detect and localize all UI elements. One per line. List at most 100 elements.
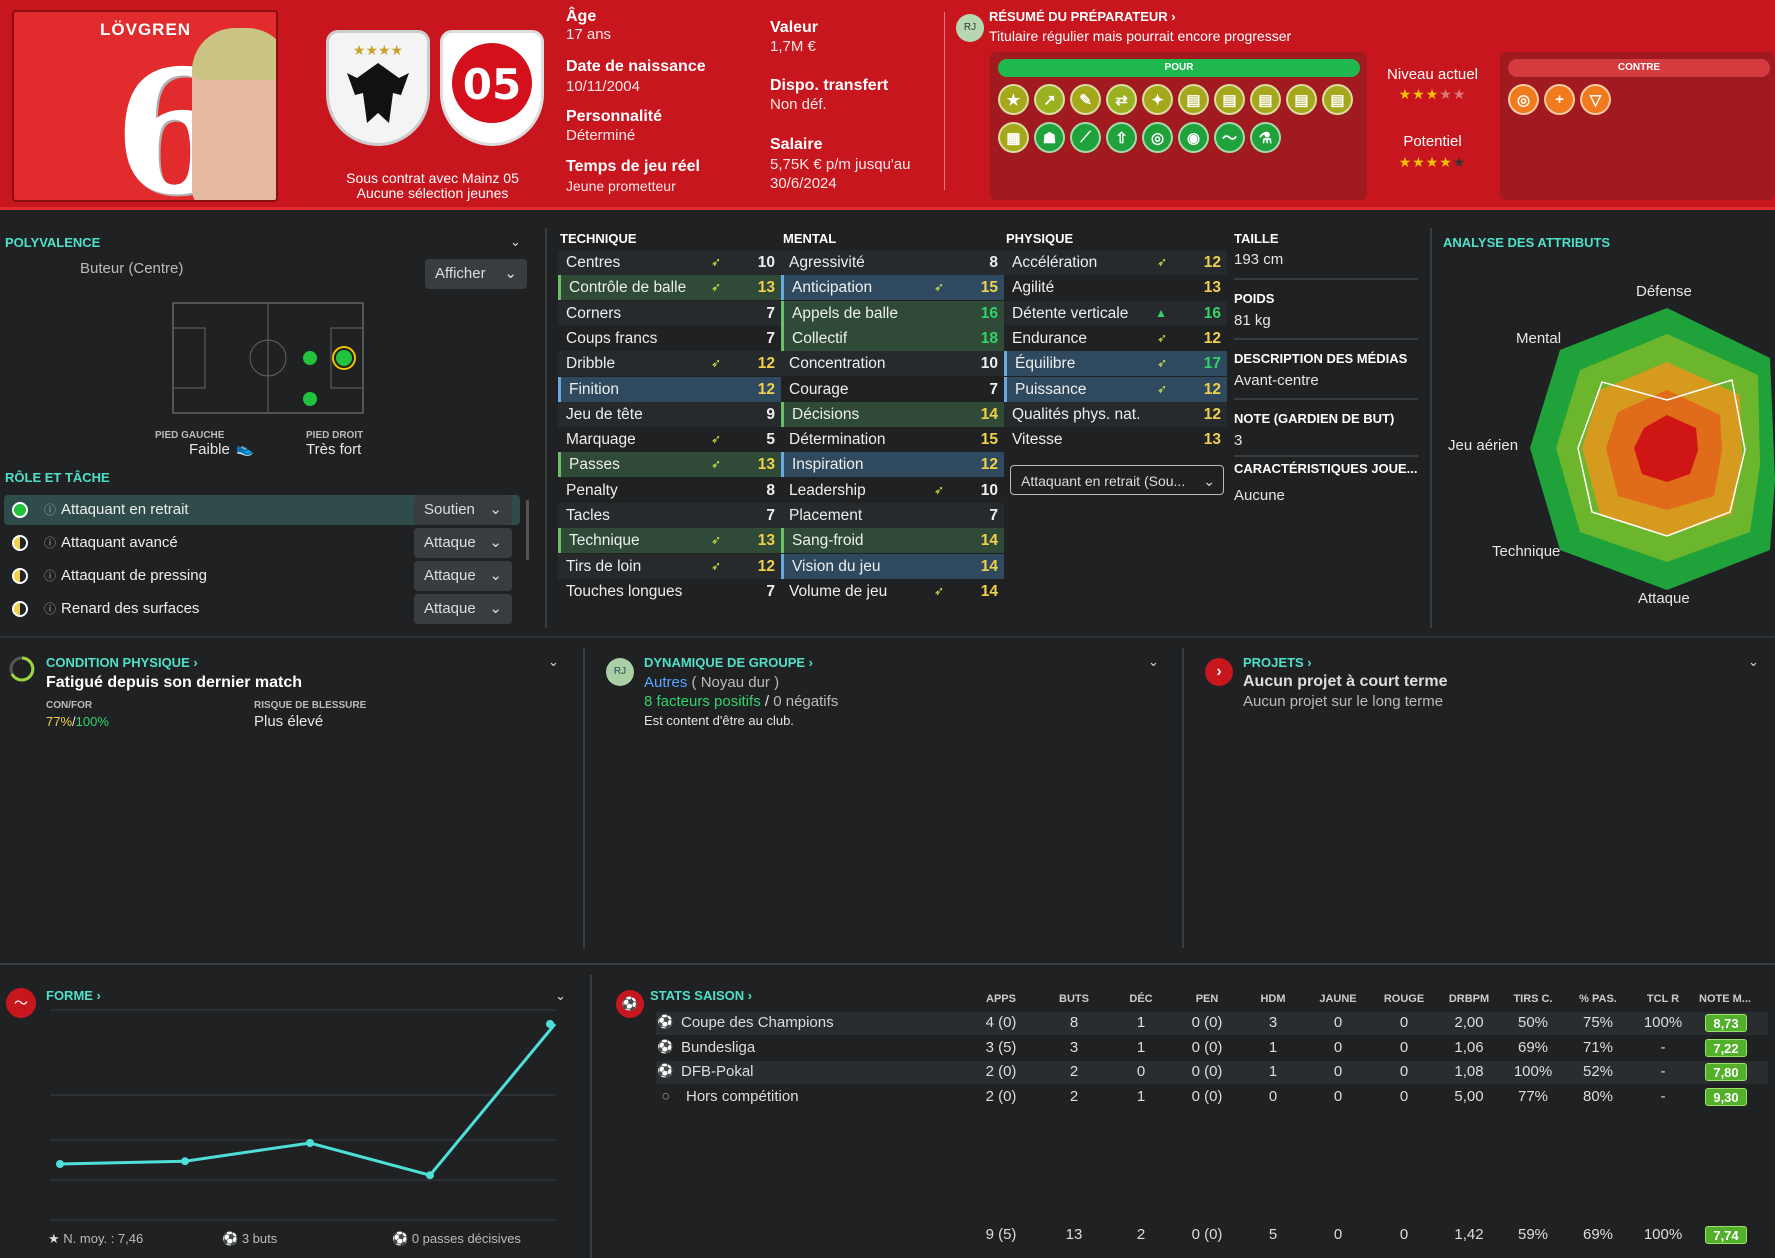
pour-trait-icon[interactable]: ▤: [1250, 84, 1281, 115]
form-point[interactable]: [56, 1160, 64, 1168]
info-icon[interactable]: ⓘ: [44, 602, 57, 616]
form-point[interactable]: [426, 1171, 434, 1180]
attribute-row[interactable]: Vitesse 13: [1004, 427, 1227, 452]
attribute-row[interactable]: Marquage ➶ 5: [558, 427, 781, 452]
attribute-row[interactable]: Touches longues 7: [558, 579, 781, 604]
competition-name[interactable]: DFB-Pokal: [681, 1063, 754, 1080]
polyvalence-chevron-icon[interactable]: ⌄: [510, 234, 521, 249]
attribute-row[interactable]: Dribble ➶ 12: [558, 351, 781, 377]
attribute-row[interactable]: Inspiration 12: [781, 452, 1004, 478]
condition-title[interactable]: CONDITION PHYSIQUE ›: [46, 655, 198, 670]
form-point[interactable]: [181, 1157, 189, 1166]
pour-trait-icon[interactable]: 〜: [1214, 122, 1245, 153]
info-icon[interactable]: ⓘ: [44, 569, 57, 583]
stats-column-header[interactable]: TCL R: [1646, 993, 1680, 1005]
pour-trait-icon[interactable]: ◉: [1178, 122, 1209, 153]
pour-trait-icon[interactable]: ⇧: [1106, 122, 1137, 153]
attribute-row[interactable]: Concentration 10: [781, 351, 1004, 377]
pour-trait-icon[interactable]: ✦: [1142, 84, 1173, 115]
role-attribute-select[interactable]: Attaquant en retrait (Sou... ⌄: [1010, 465, 1224, 495]
attribute-row[interactable]: Puissance ➶ 12: [1004, 376, 1227, 402]
stats-column-header[interactable]: BUTS: [1059, 993, 1089, 1005]
attribute-row[interactable]: Appels de balle 16: [781, 300, 1004, 326]
stats-column-header[interactable]: DRBPM: [1448, 993, 1490, 1005]
attribute-row[interactable]: Endurance ➶ 12: [1004, 326, 1227, 351]
attribute-row[interactable]: Détermination 15: [781, 427, 1004, 452]
pour-trait-icon[interactable]: ▤: [1178, 84, 1209, 115]
attribute-row[interactable]: Accélération ➶ 12: [1004, 250, 1227, 275]
attribute-row[interactable]: Détente verticale ▲ 16: [1004, 300, 1227, 326]
pour-trait-icon[interactable]: ◎: [1142, 122, 1173, 153]
attribute-row[interactable]: Tacles 7: [558, 503, 781, 528]
pour-trait-icon[interactable]: ▤: [1286, 84, 1317, 115]
attribute-row[interactable]: Leadership ➶ 10: [781, 478, 1004, 503]
attribute-row[interactable]: Contrôle de balle ➶ 13: [558, 275, 781, 301]
attribute-row[interactable]: Passes ➶ 13: [558, 452, 781, 478]
attribute-row[interactable]: Équilibre ➶ 17: [1004, 351, 1227, 377]
coach-report-link[interactable]: RÉSUMÉ DU PRÉPARATEUR ›: [989, 9, 1176, 24]
role-row[interactable]: ⓘ Attaquant de pressing Attaque ⌄: [4, 561, 520, 591]
attribute-row[interactable]: Agilité 13: [1004, 275, 1227, 300]
duty-dropdown[interactable]: Attaque ⌄: [414, 528, 512, 558]
attribute-row[interactable]: Agressivité 8: [781, 250, 1004, 275]
roles-scrollbar[interactable]: [526, 500, 529, 560]
pour-trait-icon[interactable]: ▤: [1214, 84, 1245, 115]
competition-name[interactable]: Hors compétition: [686, 1087, 799, 1105]
target-trait-icon[interactable]: ◎: [1508, 84, 1539, 115]
plus-trait-icon[interactable]: +: [1544, 84, 1575, 115]
pour-trait-icon[interactable]: ✎: [1070, 84, 1101, 115]
attribute-row[interactable]: Penalty 8: [558, 478, 781, 503]
form-chevron-icon[interactable]: ⌄: [555, 988, 566, 1003]
pour-trait-icon[interactable]: ★: [998, 84, 1029, 115]
stats-column-header[interactable]: % PAS.: [1579, 993, 1617, 1005]
attribute-row[interactable]: Volume de jeu ➶ 14: [781, 579, 1004, 604]
stats-column-header[interactable]: HDM: [1260, 993, 1286, 1005]
pour-trait-icon[interactable]: ↗: [1034, 84, 1065, 115]
attribute-row[interactable]: Vision du jeu 14: [781, 553, 1004, 579]
stats-column-header[interactable]: APPS: [986, 993, 1016, 1005]
attribute-row[interactable]: Sang-froid 14: [781, 528, 1004, 554]
role-row[interactable]: ⓘ Attaquant en retrait Soutien ⌄: [4, 495, 520, 525]
dynamics-chevron-icon[interactable]: ⌄: [1148, 654, 1159, 669]
dynamics-title[interactable]: DYNAMIQUE DE GROUPE ›: [644, 655, 814, 670]
attribute-row[interactable]: Décisions 14: [781, 401, 1004, 427]
group-name[interactable]: Autres: [644, 674, 688, 691]
role-row[interactable]: ⓘ Attaquant avancé Attaque ⌄: [4, 528, 520, 558]
stats-column-header[interactable]: PEN: [1195, 993, 1219, 1005]
attribute-row[interactable]: Courage 7: [781, 377, 1004, 402]
pour-trait-icon[interactable]: ☗: [1034, 122, 1065, 153]
pour-trait-icon[interactable]: ⟋: [1070, 122, 1101, 153]
stats-column-header[interactable]: DÉC: [1129, 993, 1153, 1005]
pour-trait-icon[interactable]: ▦: [998, 122, 1029, 153]
season-stats-title[interactable]: STATS SAISON ›: [650, 988, 753, 1003]
shield-trait-icon[interactable]: ▽: [1580, 84, 1611, 115]
info-icon[interactable]: ⓘ: [44, 503, 57, 517]
projects-chevron-icon[interactable]: ⌄: [1748, 654, 1759, 669]
form-title[interactable]: FORME ›: [46, 988, 101, 1003]
projects-title[interactable]: PROJETS ›: [1243, 655, 1312, 670]
stats-column-header[interactable]: TIRS C.: [1513, 993, 1553, 1005]
attribute-row[interactable]: Anticipation ➶ 15: [781, 275, 1004, 301]
pour-trait-icon[interactable]: ▤: [1322, 84, 1353, 115]
afficher-dropdown[interactable]: Afficher ⌄: [425, 259, 527, 289]
condition-chevron-icon[interactable]: ⌄: [548, 654, 559, 669]
attribute-row[interactable]: Jeu de tête 9: [558, 401, 781, 427]
attribute-row[interactable]: Collectif 18: [781, 325, 1004, 351]
info-icon[interactable]: ⓘ: [44, 536, 57, 550]
stats-row[interactable]: [656, 1012, 1768, 1035]
attribute-row[interactable]: Centres ➶ 10: [558, 250, 781, 275]
attribute-row[interactable]: Finition 12: [558, 376, 781, 402]
duty-dropdown[interactable]: Soutien ⌄: [414, 495, 512, 525]
role-row[interactable]: ⓘ Renard des surfaces Attaque ⌄: [4, 594, 520, 624]
pour-trait-icon[interactable]: ⇄: [1106, 84, 1137, 115]
competition-name[interactable]: Bundesliga: [681, 1038, 756, 1056]
attribute-row[interactable]: Corners 7: [558, 300, 781, 326]
stats-column-header[interactable]: NOTE M...: [1699, 993, 1751, 1005]
duty-dropdown[interactable]: Attaque ⌄: [414, 561, 512, 591]
attribute-row[interactable]: Qualités phys. nat. 12: [1004, 401, 1227, 427]
stats-row[interactable]: [656, 1061, 1768, 1084]
stats-column-header[interactable]: ROUGE: [1383, 993, 1425, 1005]
duty-dropdown[interactable]: Attaque ⌄: [414, 594, 512, 624]
form-point[interactable]: [306, 1139, 314, 1147]
attribute-row[interactable]: Tirs de loin ➶ 12: [558, 553, 781, 579]
